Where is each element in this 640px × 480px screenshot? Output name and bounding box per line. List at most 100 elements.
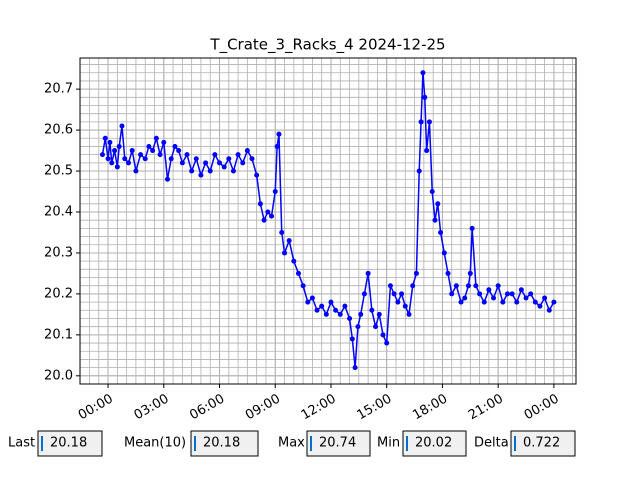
- data-point: [399, 291, 405, 297]
- y-tick-label: 20.5: [44, 164, 73, 179]
- data-point: [122, 156, 128, 162]
- data-point: [537, 303, 543, 309]
- data-point: [432, 217, 438, 223]
- data-point: [207, 168, 213, 174]
- data-point: [500, 299, 506, 305]
- data-point: [323, 311, 329, 317]
- data-point: [435, 201, 441, 207]
- data-point: [193, 156, 199, 162]
- data-point: [212, 152, 218, 158]
- y-tick-label: 20.6: [44, 123, 73, 138]
- data-point: [119, 123, 125, 129]
- stat-value: 20.02: [415, 436, 452, 451]
- data-point: [395, 299, 401, 305]
- stat-value: 20.74: [319, 436, 356, 451]
- plot-frame: [79, 57, 577, 385]
- data-point: [189, 168, 195, 174]
- data-point: [282, 250, 288, 256]
- data-point: [528, 291, 534, 297]
- stat-box: [306, 430, 371, 457]
- data-point: [365, 270, 371, 276]
- data-point: [112, 148, 118, 154]
- data-point: [376, 311, 382, 317]
- data-point: [532, 299, 538, 305]
- y-tick-label: 20.1: [44, 327, 73, 342]
- data-point: [410, 283, 416, 289]
- data-point: [495, 283, 501, 289]
- data-point: [305, 299, 311, 305]
- data-point: [449, 291, 455, 297]
- data-point: [226, 156, 232, 162]
- data-point: [402, 303, 408, 309]
- stat-label: Min: [377, 436, 400, 451]
- data-point: [333, 307, 339, 313]
- stat-value: 0.722: [523, 436, 560, 451]
- data-point: [230, 168, 236, 174]
- data-point: [387, 283, 393, 289]
- data-point: [286, 238, 292, 244]
- data-point: [125, 160, 131, 166]
- data-point: [254, 172, 260, 178]
- data-point: [347, 315, 353, 321]
- data-point: [164, 176, 170, 182]
- stat-box: [402, 430, 467, 457]
- data-point: [416, 168, 422, 174]
- data-point: [138, 152, 144, 158]
- data-point: [453, 283, 459, 289]
- data-point: [114, 164, 120, 170]
- data-point: [420, 70, 426, 76]
- stat-label: Mean(10): [124, 436, 186, 451]
- stat-label: Max: [278, 436, 305, 451]
- chart-title: T_Crate_3_Racks_4 2024-12-25: [209, 36, 445, 55]
- data-point: [172, 143, 178, 149]
- data-point: [491, 295, 497, 301]
- data-point: [105, 156, 111, 162]
- data-point: [424, 148, 430, 154]
- data-point: [276, 131, 282, 137]
- data-point: [150, 148, 156, 154]
- data-point: [184, 152, 190, 158]
- data-point: [462, 295, 468, 301]
- data-point: [426, 119, 432, 125]
- stat-box: [510, 430, 576, 457]
- data-point: [413, 270, 419, 276]
- data-point: [133, 168, 139, 174]
- data-point: [179, 160, 185, 166]
- data-point: [291, 258, 297, 264]
- data-point: [465, 283, 471, 289]
- data-point: [481, 299, 487, 305]
- stat-value: 20.18: [203, 436, 240, 451]
- data-point: [514, 299, 520, 305]
- data-point: [467, 270, 473, 276]
- data-point: [369, 307, 375, 313]
- data-point: [279, 229, 285, 235]
- data-point: [422, 94, 428, 100]
- data-point: [129, 148, 135, 154]
- data-point: [391, 291, 397, 297]
- data-point: [157, 152, 163, 158]
- data-point: [473, 283, 479, 289]
- data-point: [518, 287, 524, 293]
- stat-label: Last: [8, 436, 35, 451]
- data-point: [261, 217, 267, 223]
- data-point: [109, 160, 115, 166]
- data-point: [217, 160, 223, 166]
- data-point: [328, 299, 334, 305]
- data-point: [176, 148, 182, 154]
- data-point: [300, 283, 306, 289]
- data-point: [265, 209, 271, 215]
- data-point: [146, 143, 152, 149]
- y-tick-label: 20.3: [44, 245, 73, 260]
- data-point: [523, 295, 529, 301]
- data-point: [469, 225, 475, 231]
- data-point: [198, 172, 204, 178]
- data-point: [107, 139, 113, 145]
- data-point: [373, 324, 379, 330]
- data-point: [235, 152, 241, 158]
- data-point: [116, 143, 122, 149]
- data-point: [477, 291, 483, 297]
- data-point: [458, 299, 464, 305]
- data-point: [438, 229, 444, 235]
